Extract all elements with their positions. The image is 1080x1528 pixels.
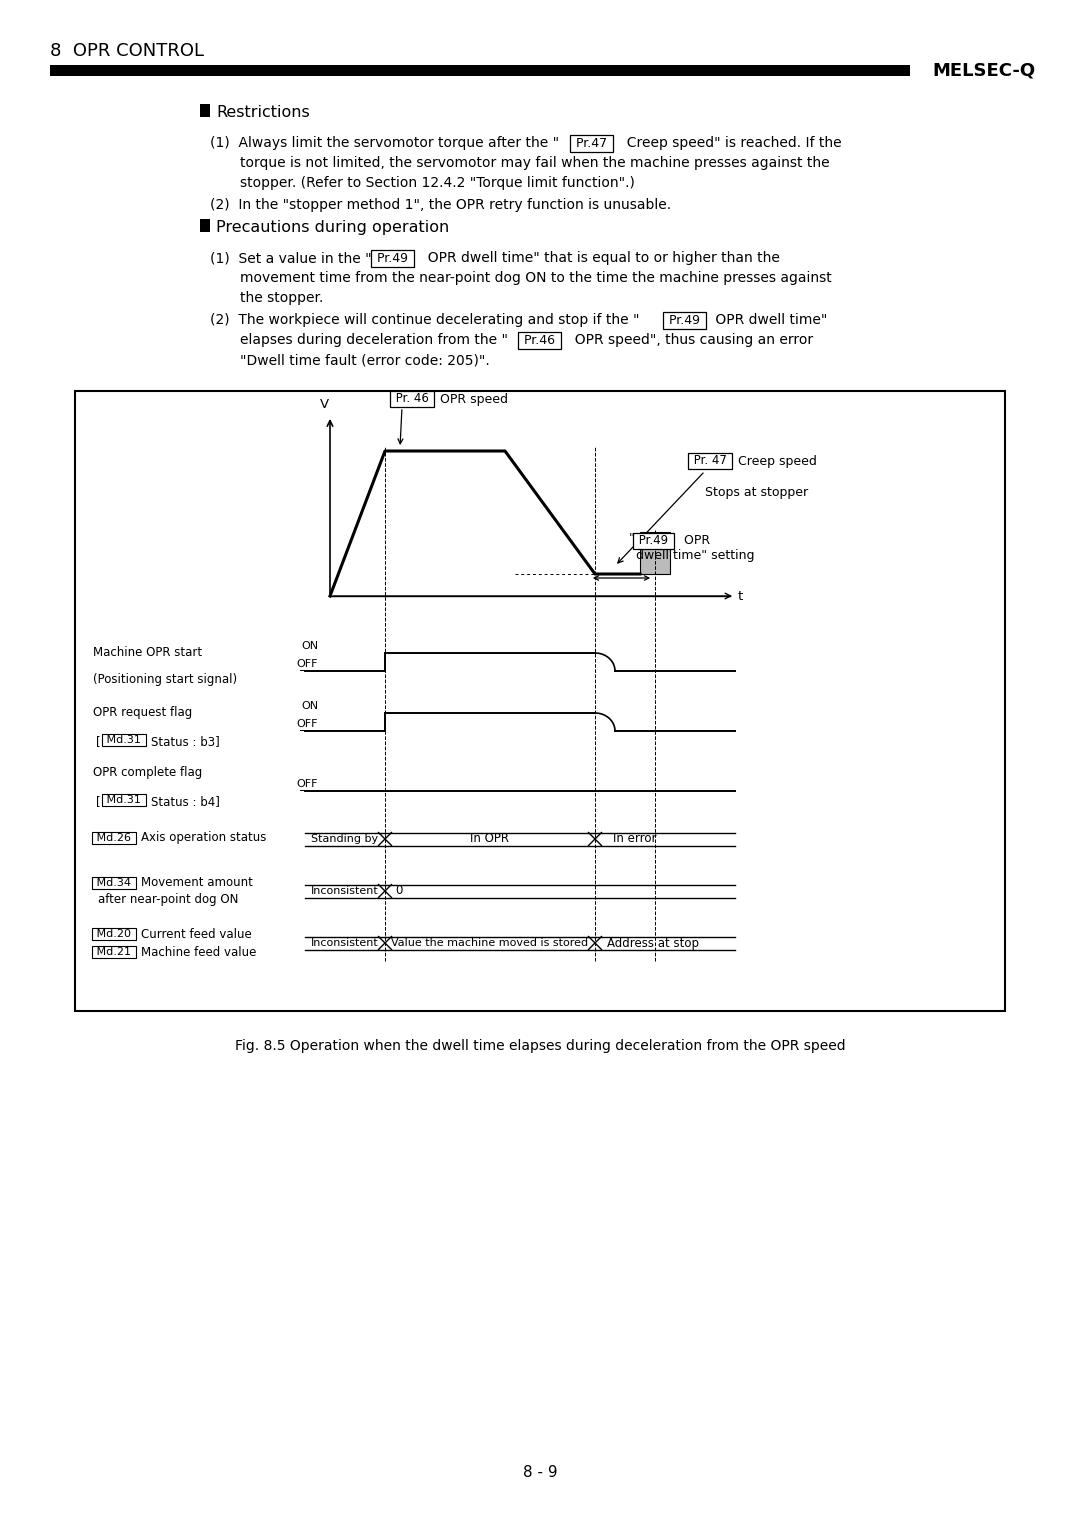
Text: Standing by: Standing by [311,834,379,843]
Text: Restrictions: Restrictions [216,105,310,121]
Text: Status : b4]: Status : b4] [151,795,220,808]
Text: OFF: OFF [297,720,318,729]
Text: Inconsistent: Inconsistent [311,938,379,947]
Text: movement time from the near-point dog ON to the time the machine presses against: movement time from the near-point dog ON… [240,270,832,286]
Text: Pr.46: Pr.46 [519,335,559,347]
Text: 8  OPR CONTROL: 8 OPR CONTROL [50,41,204,60]
Text: OFF: OFF [297,779,318,788]
Text: [: [ [96,735,100,749]
Bar [640,532,670,575]
Text: Md.20: Md.20 [93,929,135,940]
Text: Stops at stopper: Stops at stopper [705,486,808,500]
Text: the stopper.: the stopper. [240,290,323,306]
Bar [200,104,210,118]
Text: Pr.49: Pr.49 [665,313,704,327]
Text: stopper. (Refer to Section 12.4.2 "Torque limit function".): stopper. (Refer to Section 12.4.2 "Torqu… [240,176,635,189]
Text: Pr.47: Pr.47 [572,138,611,150]
Text: Pr.49: Pr.49 [635,535,672,547]
Text: OPR request flag: OPR request flag [93,706,192,720]
Text: [: [ [96,795,100,808]
Bar [75,391,1005,1012]
Text: Value the machine moved is stored: Value the machine moved is stored [391,938,589,947]
Text: In OPR: In OPR [471,833,510,845]
Text: t: t [738,590,743,602]
Text: ON: ON [301,701,318,711]
Text: (Positioning start signal): (Positioning start signal) [93,672,238,686]
Text: Address at stop: Address at stop [607,937,699,949]
Text: Creep speed: Creep speed [738,454,816,468]
Text: OPR: OPR [680,535,711,547]
Text: (1)  Set a value in the ": (1) Set a value in the " [210,251,372,264]
Text: after near-point dog ON: after near-point dog ON [98,892,239,906]
Text: dwell time" setting: dwell time" setting [636,549,755,561]
Text: elapses during deceleration from the ": elapses during deceleration from the " [240,333,508,347]
Text: Md.26: Md.26 [93,833,135,843]
Text: Creep speed" is reached. If the: Creep speed" is reached. If the [618,136,841,150]
Text: Inconsistent: Inconsistent [311,886,379,895]
Text: 8 - 9: 8 - 9 [523,1465,557,1481]
Text: ON: ON [301,642,318,651]
Text: Md.34: Md.34 [93,879,135,888]
Text: Md.21: Md.21 [93,947,135,957]
Text: torque is not limited, the servomotor may fail when the machine presses against : torque is not limited, the servomotor ma… [240,156,829,170]
Text: OFF: OFF [297,659,318,669]
Text: Current feed value: Current feed value [141,927,252,941]
Text: Pr. 47: Pr. 47 [690,454,731,468]
Text: MELSEC-Q: MELSEC-Q [932,63,1035,79]
Text: "Dwell time fault (error code: 205)".: "Dwell time fault (error code: 205)". [240,353,489,367]
Text: (2)  The workpiece will continue decelerating and stop if the ": (2) The workpiece will continue decelera… [210,313,639,327]
Text: In error: In error [613,833,657,845]
Text: (1)  Always limit the servomotor torque after the ": (1) Always limit the servomotor torque a… [210,136,559,150]
Text: Md.31: Md.31 [103,795,145,805]
Text: OPR speed", thus causing an error: OPR speed", thus causing an error [566,333,813,347]
Text: 0: 0 [395,885,403,897]
Bar [200,219,210,232]
Text: OPR dwell time" that is equal to or higher than the: OPR dwell time" that is equal to or high… [419,251,780,264]
Text: ": " [630,532,635,544]
Text: V: V [320,397,328,411]
Text: Md.31: Md.31 [103,735,145,746]
Text: Precautions during operation: Precautions during operation [216,220,449,235]
Text: Machine OPR start: Machine OPR start [93,646,202,659]
Text: Pr. 46: Pr. 46 [392,393,433,405]
Text: Axis operation status: Axis operation status [141,831,267,845]
Text: OPR complete flag: OPR complete flag [93,766,202,779]
Text: OPR dwell time": OPR dwell time" [711,313,827,327]
Text: Pr.49: Pr.49 [373,252,411,264]
Text: Status : b3]: Status : b3] [151,735,219,749]
Text: OPR speed: OPR speed [440,393,508,405]
Text: Machine feed value: Machine feed value [141,946,256,958]
Text: Movement amount: Movement amount [141,877,253,889]
Bar [50,66,910,76]
Text: (2)  In the "stopper method 1", the OPR retry function is unusable.: (2) In the "stopper method 1", the OPR r… [210,199,671,212]
Text: Fig. 8.5 Operation when the dwell time elapses during deceleration from the OPR : Fig. 8.5 Operation when the dwell time e… [234,1039,846,1053]
